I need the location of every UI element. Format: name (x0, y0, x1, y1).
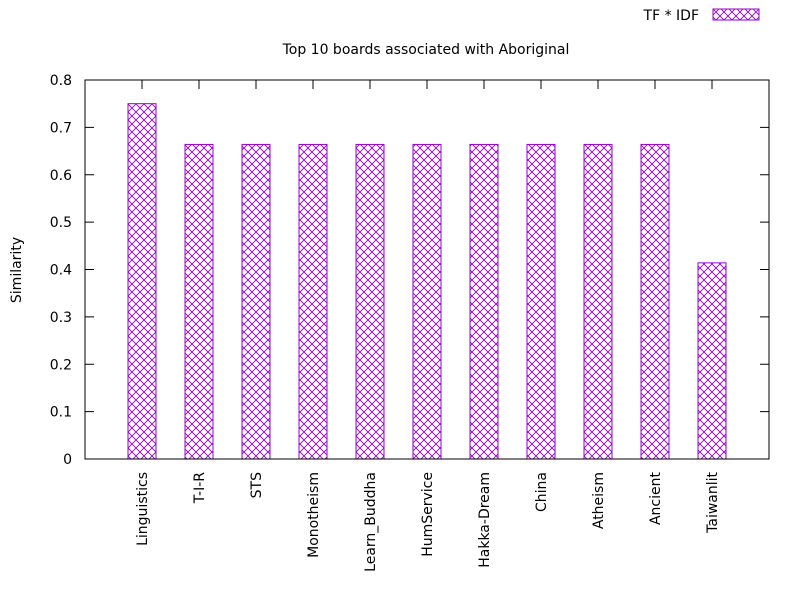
bar-monotheism (298, 143, 328, 460)
y-tick-label: 0.3 (50, 310, 72, 326)
y-tick-label: 0.2 (50, 357, 72, 373)
y-axis-ticks: 0 0.1 0.2 0.3 0.4 0.5 0.6 0.7 0.8 (50, 73, 769, 468)
x-tick-label: Hakka-Dream (477, 472, 493, 568)
x-tick-label: HumService (420, 472, 436, 557)
legend-label: TF * IDF (643, 8, 699, 24)
x-tick-label: Linguistics (135, 472, 151, 546)
x-tick-label: T-I-R (192, 472, 208, 504)
x-tick-label: Ancient (648, 471, 664, 525)
bar-atheism (583, 143, 613, 460)
y-tick-label: 0.8 (50, 73, 72, 89)
x-tick-label: China (534, 472, 550, 512)
bar-learn-buddha (355, 143, 385, 460)
y-tick-label: 0.5 (50, 215, 72, 231)
bar-sts (241, 143, 271, 460)
y-tick-label: 0.1 (50, 405, 72, 421)
bar-china (526, 143, 556, 460)
x-tick-label: Monotheism (306, 472, 322, 558)
bar-taiwanlit (697, 262, 727, 460)
legend: TF * IDF (643, 8, 760, 24)
bar-hakka-dream (469, 143, 499, 460)
y-tick-label: 0.4 (50, 263, 72, 279)
bars (127, 103, 727, 460)
plot-frame (84, 79, 770, 460)
bar-linguistics (127, 103, 157, 460)
y-tick-label: 0 (63, 452, 72, 468)
y-tick-label: 0.7 (50, 120, 72, 136)
bar-t-i-r (184, 143, 214, 460)
legend-swatch (712, 8, 760, 21)
chart-title: Top 10 boards associated with Aboriginal (282, 42, 570, 58)
x-tick-label: Learn_Buddha (363, 472, 379, 572)
x-axis-labels: Linguistics T-I-R STS Monotheism Learn_Buddh… (135, 471, 721, 571)
x-tick-label: Atheism (591, 472, 607, 529)
bar-ancient (640, 143, 670, 460)
x-tick-label: Taiwanlit (705, 471, 721, 533)
bar-humservice (412, 143, 442, 460)
x-tick-label: STS (249, 472, 265, 498)
y-tick-label: 0.6 (50, 168, 72, 184)
y-axis-label: Similarity (9, 237, 25, 303)
